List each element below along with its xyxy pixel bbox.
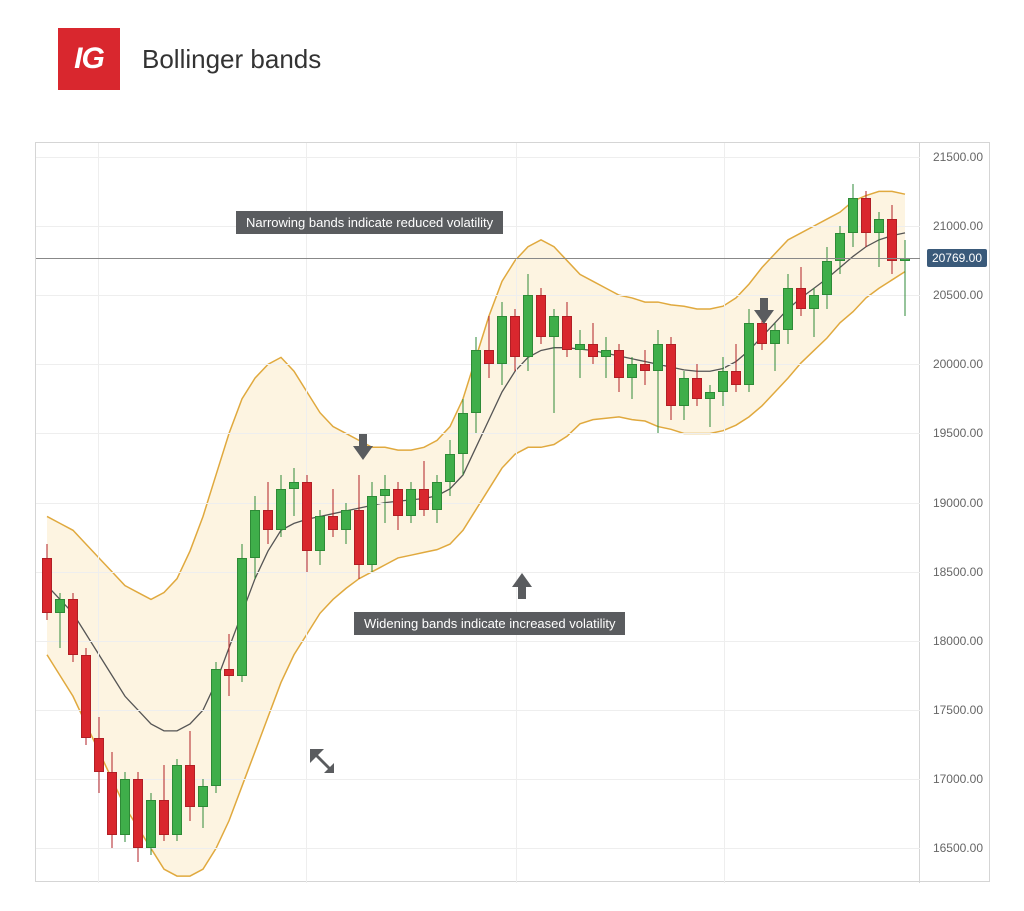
arrow-down-icon <box>748 294 780 331</box>
brand-logo: IG <box>58 28 120 90</box>
arrow-up-icon <box>506 571 538 608</box>
y-tick-label: 20000.00 <box>933 357 983 371</box>
arrow-down-icon <box>347 430 379 467</box>
y-tick-label: 21500.00 <box>933 150 983 164</box>
y-tick-label: 18000.00 <box>933 634 983 648</box>
page-title: Bollinger bands <box>142 44 321 75</box>
y-tick-label: 19000.00 <box>933 496 983 510</box>
chart-container: Narrowing bands indicate reduced volatil… <box>35 142 990 882</box>
current-price-line <box>36 258 920 259</box>
y-tick-label: 19500.00 <box>933 426 983 440</box>
y-axis: 16500.00 17000.00 17500.00 18000.00 18500.00… <box>918 143 989 883</box>
y-tick-label: 18500.00 <box>933 565 983 579</box>
bollinger-overlay <box>36 143 920 883</box>
annotation-label: Narrowing bands indicate reduced volatil… <box>236 211 503 234</box>
y-tick-label: 21000.00 <box>933 219 983 233</box>
y-tick-label: 17000.00 <box>933 772 983 786</box>
chart-plot-area[interactable]: Narrowing bands indicate reduced volatil… <box>36 143 920 883</box>
y-tick-label: 17500.00 <box>933 703 983 717</box>
header: IG Bollinger bands <box>0 0 1024 90</box>
annotation-label: Widening bands indicate increased volati… <box>354 612 625 635</box>
arrow-down-left-icon <box>308 743 340 780</box>
current-price-tag: 20769.00 <box>927 249 987 267</box>
y-tick-label: 20500.00 <box>933 288 983 302</box>
y-tick-label: 16500.00 <box>933 841 983 855</box>
